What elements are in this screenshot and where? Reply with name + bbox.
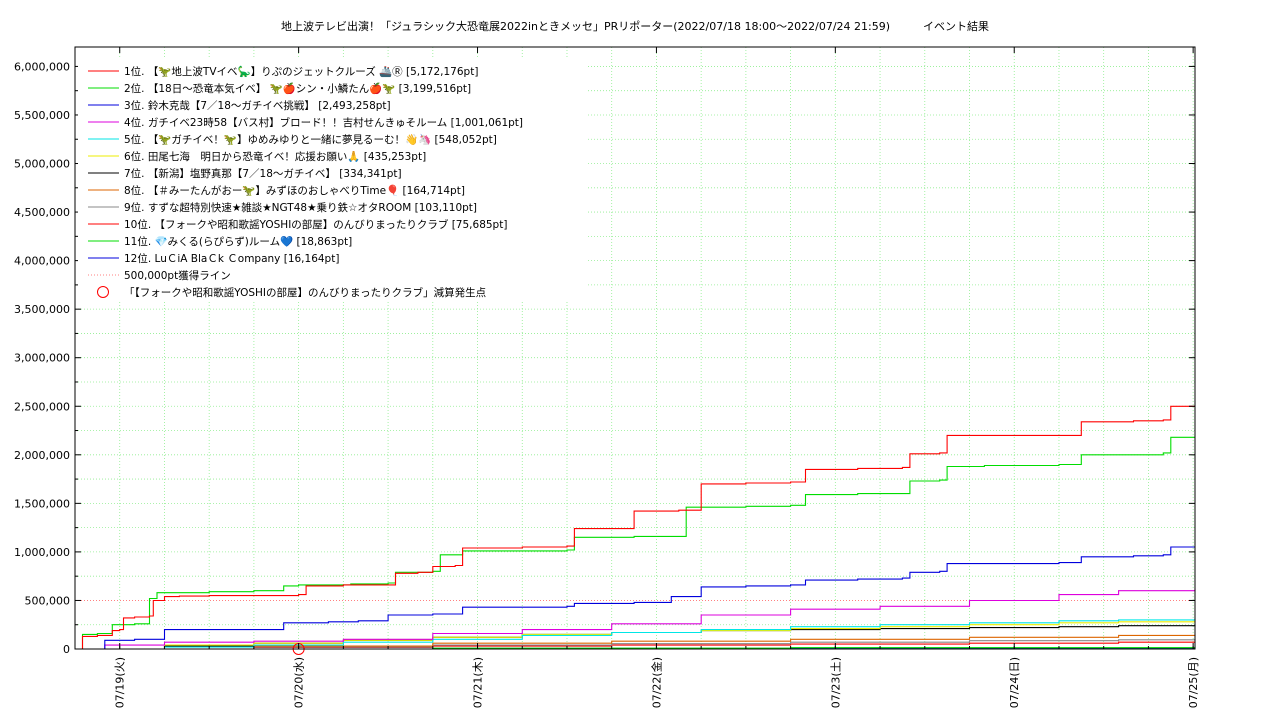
series-line	[75, 436, 1195, 650]
plot-frame	[74, 46, 1196, 650]
legend-entry: 5位. 【🦖ガチイベ！🦖】ゆめみゆりと一緒に夢見るーむ！👋🦄 [548,052p…	[124, 133, 497, 146]
x-tick-label: 07/22(金)	[649, 657, 663, 708]
axes: 0 500,000 1,000,000 1,500,000 2,000,000 2,500…	[14, 47, 1200, 708]
x-tick-label: 07/21(木)	[472, 657, 485, 708]
legend-entry: 2位. 【18日〜恐竜本気イベ】 🦖🍎シン・小鱗たん🍎🦖 [3,199,516p…	[124, 82, 471, 95]
y-tick-label: 5,500,000	[14, 109, 70, 122]
y-tick-label: 5,000,000	[14, 158, 70, 171]
y-tick-label: 4,500,000	[14, 206, 70, 219]
legend-entry-marker: 「【フォークや昭和歌謡YOSHIの部屋】のんびりまったりクラブ」減算発生点	[124, 286, 486, 299]
series-line	[75, 405, 1195, 650]
y-tick-label: 500,000	[25, 594, 71, 607]
x-tick-label: 07/23(土)	[829, 657, 842, 708]
legend-entry: 7位. 【新潟】塩野真那【7／18〜ガチイベ】 [334,341pt]	[124, 167, 402, 180]
y-tick-label: 6,000,000	[14, 60, 70, 73]
y-tick-label: 1,000,000	[14, 546, 70, 559]
legend-entry: 11位. 💎みくる(らぴらず)ルーム💙 [18,863pt]	[124, 235, 352, 248]
x-tick-label: 07/19(火)	[114, 657, 127, 708]
legend-entry: 9位. すずな超特別快速★雑談★NGT48★乗り鉄☆オタROOM [103,11…	[124, 201, 477, 214]
series-line	[75, 639, 1196, 650]
legend-swatch-marker	[97, 286, 109, 298]
legend: 1位. 【🦖地上波TVイベ🦕】りぷのジェットクルーズ 🚢Ⓡ [5,172,176…	[78, 58, 586, 302]
legend-entry: 1位. 【🦖地上波TVイベ🦕】りぷのジェットクルーズ 🚢Ⓡ [5,172,176…	[124, 65, 478, 78]
legend-entry: 12位. LuＣiA BlaＣk Ｃompany [16,164pt]	[124, 252, 339, 265]
x-tick-label: 07/20(水)	[293, 657, 306, 708]
y-tick-label: 2,000,000	[14, 449, 70, 462]
legend-entry: 8位. 【＃みーたんがおー🦖】みずほのおしゃべりTime🎈 [164,714pt…	[124, 184, 465, 197]
series-line	[75, 588, 1196, 650]
legend-entry: 6位. 田尾七海 明日から恐竜イベ！応援お願い🙏 [435,253pt]	[124, 150, 426, 163]
y-tick-label: 0	[63, 643, 70, 656]
y-tick-label: 3,000,000	[14, 352, 70, 365]
y-tick-label: 2,500,000	[14, 400, 70, 413]
series-line	[75, 634, 1196, 650]
legend-entry: 3位. 鈴木克哉【7／18〜ガチイベ挑戦】 [2,493,258pt]	[124, 99, 391, 112]
legend-background	[78, 58, 586, 302]
y-tick-label: 3,500,000	[14, 303, 70, 316]
y-tick-label: 1,500,000	[14, 497, 70, 510]
series-line	[75, 618, 1196, 650]
legend-entry: 4位. ガチイベ23時58【バス村】ブロード！！吉村せんきゅそルーム [1,00…	[124, 116, 523, 129]
legend-entry-threshold: 500,000pt獲得ライン	[124, 269, 231, 282]
x-tick-label: 07/24(日)	[1008, 657, 1021, 708]
y-tick-label: 4,000,000	[14, 255, 70, 268]
chart-title: 地上波テレビ出演！「ジュラシック大恐竜展2022inときメッセ」PRリポーター(…	[280, 20, 990, 33]
series-line	[75, 546, 1195, 650]
legend-entry: 10位. 【フォークや昭和歌謡YOSHIの部屋】のんびりまったりクラブ [75,…	[124, 218, 507, 231]
x-tick-label: 07/25(月)	[1187, 657, 1200, 708]
series-lines	[75, 405, 1196, 650]
